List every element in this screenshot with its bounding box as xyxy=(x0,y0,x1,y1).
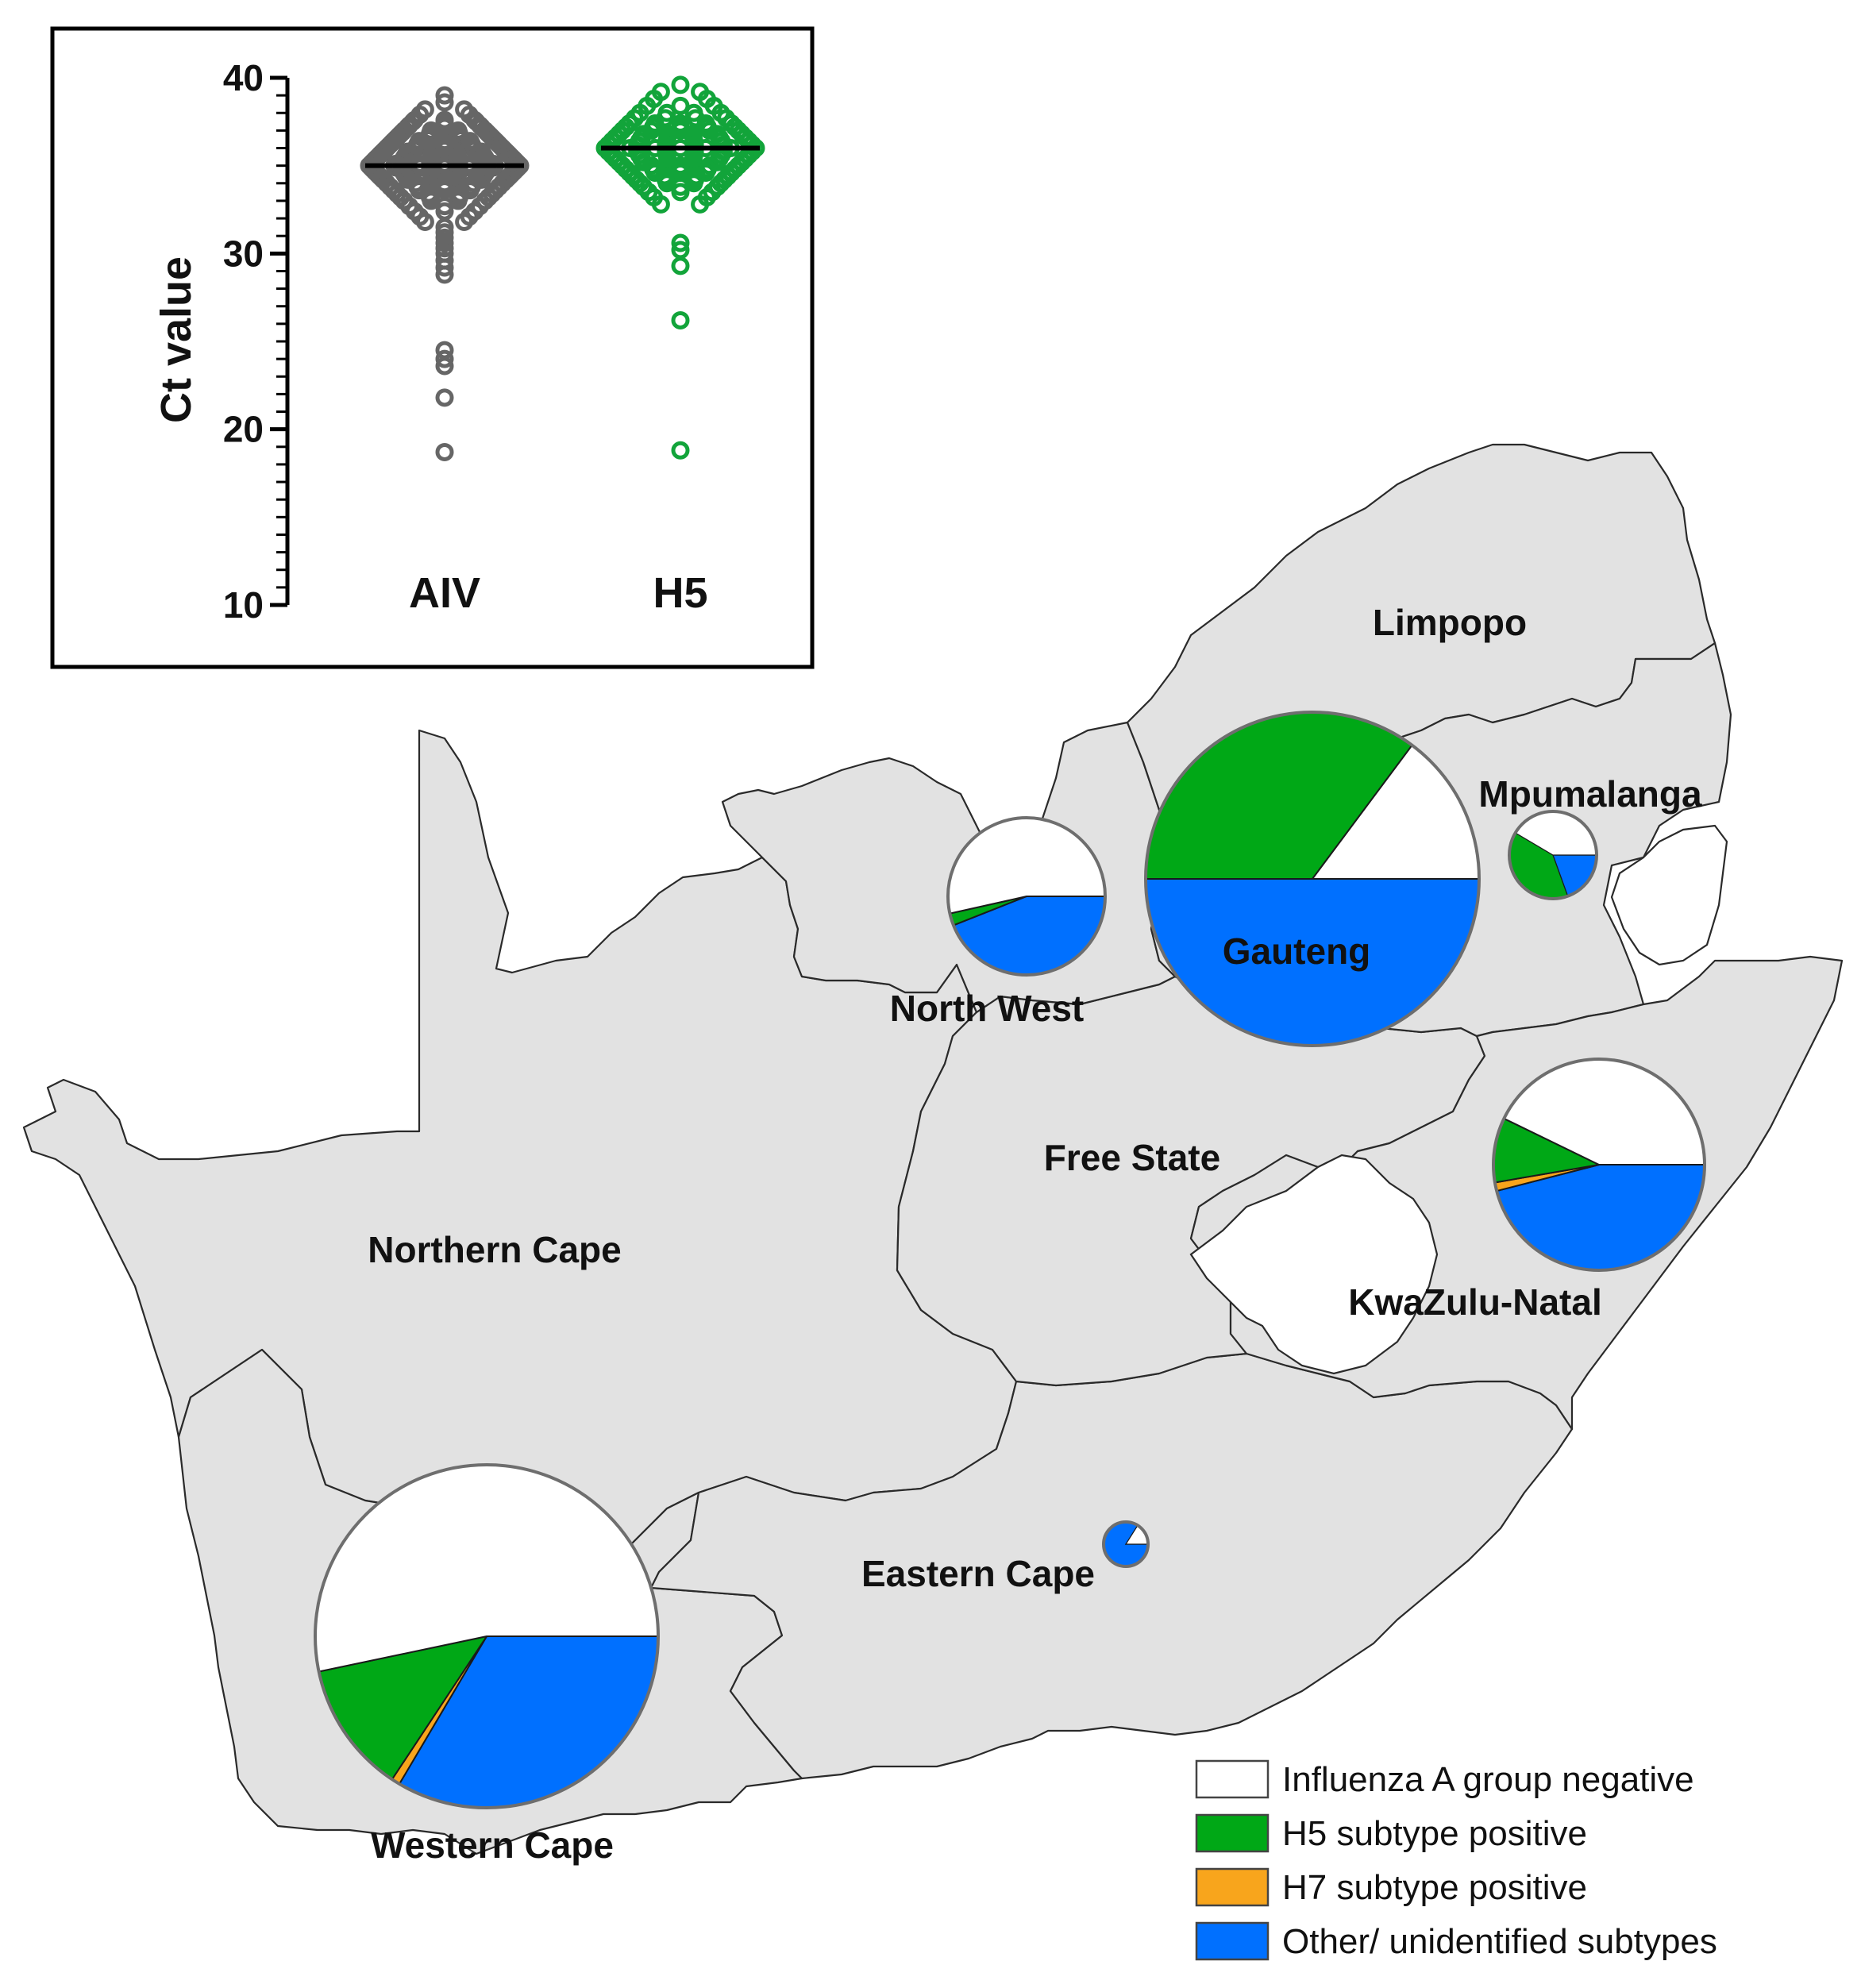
scatter-point xyxy=(435,349,454,368)
y-tick-label: 30 xyxy=(223,233,264,274)
label-western-cape: Western Cape xyxy=(371,1824,614,1866)
y-tick-label: 40 xyxy=(223,57,264,98)
series-aiv xyxy=(360,86,530,461)
scatter-point xyxy=(671,183,690,202)
ct-value-inset: Ct value 10 20 30 40 AIV H5 xyxy=(50,26,815,669)
category-labels: AIV H5 xyxy=(409,569,708,617)
pie-charts xyxy=(314,711,1706,1809)
series-h5 xyxy=(595,75,765,460)
scatter-point xyxy=(671,441,690,460)
y-tick-label: 10 xyxy=(223,584,264,626)
scatter-point xyxy=(743,135,762,154)
label-gauteng: Gauteng xyxy=(1223,930,1371,972)
category-label-aiv: AIV xyxy=(409,569,480,617)
legend-label-negative: Influenza A group negative xyxy=(1282,1760,1694,1799)
legend-label-other: Other/ unidentified subtypes xyxy=(1282,1922,1717,1961)
scatter-point xyxy=(671,233,690,252)
scatter-point xyxy=(435,93,454,112)
eswatini-enclave xyxy=(1610,824,1728,966)
pie-western-cape xyxy=(314,1463,660,1809)
y-tick-label: 20 xyxy=(223,409,264,450)
scatter-point xyxy=(435,86,454,105)
province-labels: Limpopo Mpumalanga Gauteng North West Fr… xyxy=(368,602,1702,1866)
scatter-point xyxy=(671,75,690,94)
pie-outline-mpumalanga xyxy=(1508,810,1598,900)
pie-north-west xyxy=(946,816,1107,977)
label-kwazulu-natal: KwaZulu-Natal xyxy=(1348,1281,1601,1323)
legend-swatch-negative xyxy=(1195,1759,1270,1799)
scatter-point xyxy=(435,388,454,407)
label-limpopo: Limpopo xyxy=(1373,602,1527,643)
pie-outline-kwazulu-natal xyxy=(1492,1058,1706,1272)
scatter-point xyxy=(671,256,690,275)
legend-swatch-other xyxy=(1195,1921,1270,1961)
lesotho-enclave xyxy=(1189,1154,1439,1375)
pie-gauteng xyxy=(1144,711,1481,1047)
legend-label-h7: H7 subtype positive xyxy=(1282,1868,1587,1907)
scatter-point xyxy=(671,310,690,329)
pie-outline-western-cape xyxy=(314,1463,660,1809)
scatter-point xyxy=(671,96,690,115)
scatter-point xyxy=(455,212,474,231)
scatter-point xyxy=(651,195,670,214)
label-northern-cape: Northern Cape xyxy=(368,1229,621,1270)
legend: Influenza A group negative H5 subtype po… xyxy=(1195,1759,1717,1961)
pie-eastern-cape xyxy=(1102,1520,1150,1568)
scatter-point xyxy=(691,195,710,214)
scatter-point xyxy=(599,135,618,154)
scatter-point xyxy=(415,212,434,231)
scatter-point xyxy=(435,265,454,284)
y-axis: 10 20 30 40 xyxy=(223,57,290,626)
label-free-state: Free State xyxy=(1044,1137,1220,1178)
legend-swatch-h5 xyxy=(1195,1813,1270,1853)
scatter-points xyxy=(360,75,765,461)
y-axis-title: Ct value xyxy=(152,256,200,423)
scatter-point xyxy=(435,356,454,376)
label-north-west: North West xyxy=(890,988,1085,1029)
pie-outline-eastern-cape xyxy=(1102,1520,1150,1568)
pie-kwazulu-natal xyxy=(1492,1058,1706,1272)
scatter-point xyxy=(435,442,454,461)
pie-mpumalanga xyxy=(1508,810,1598,900)
label-mpumalanga: Mpumalanga xyxy=(1478,773,1702,815)
scatter-point xyxy=(435,258,454,277)
legend-label-h5: H5 subtype positive xyxy=(1282,1814,1587,1853)
category-label-h5: H5 xyxy=(653,569,707,617)
pie-outline-gauteng xyxy=(1144,711,1481,1047)
label-eastern-cape: Eastern Cape xyxy=(861,1553,1095,1594)
pie-outline-north-west xyxy=(946,816,1107,977)
legend-swatch-h7 xyxy=(1195,1867,1270,1907)
